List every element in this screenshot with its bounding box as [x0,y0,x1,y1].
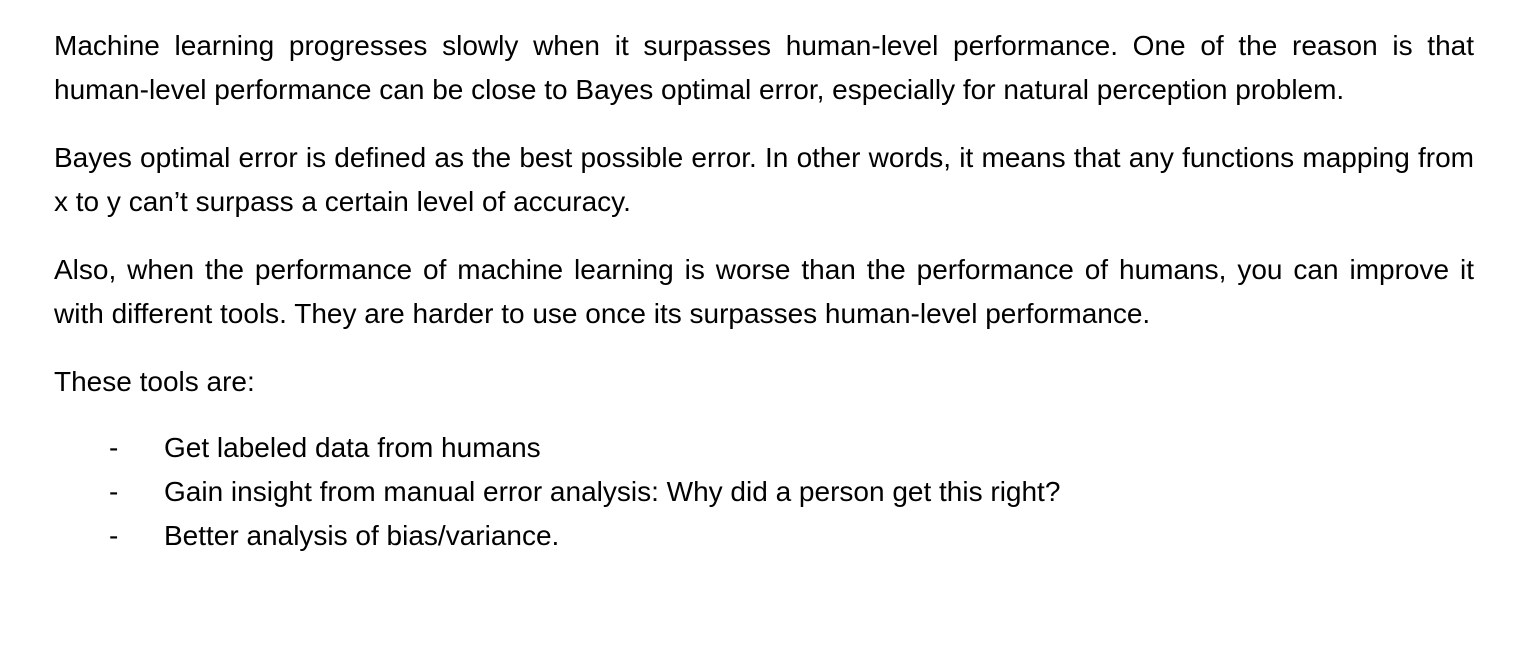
list-item-text: Gain insight from manual error analysis:… [164,476,1061,507]
list-item: - Better analysis of bias/variance. [54,514,1474,558]
paragraph-bayes-definition: Bayes optimal error is defined as the be… [54,142,1474,217]
list-item-text: Get labeled data from humans [164,432,541,463]
list-item: - Gain insight from manual error analysi… [54,470,1474,514]
tools-list: - Get labeled data from humans - Gain in… [54,426,1474,558]
paragraph-tools-context: Also, when the performance of machine le… [54,254,1474,329]
list-item-text: Better analysis of bias/variance. [164,520,560,551]
bullet-dash: - [109,476,119,507]
bullet-dash: - [109,520,119,551]
bullet-dash: - [109,432,119,463]
paragraph-intro: Machine learning progresses slowly when … [54,30,1474,105]
paragraph-tools-heading: These tools are: [54,366,255,397]
list-item: - Get labeled data from humans [54,426,1474,470]
document-body: Machine learning progresses slowly when … [54,24,1474,558]
